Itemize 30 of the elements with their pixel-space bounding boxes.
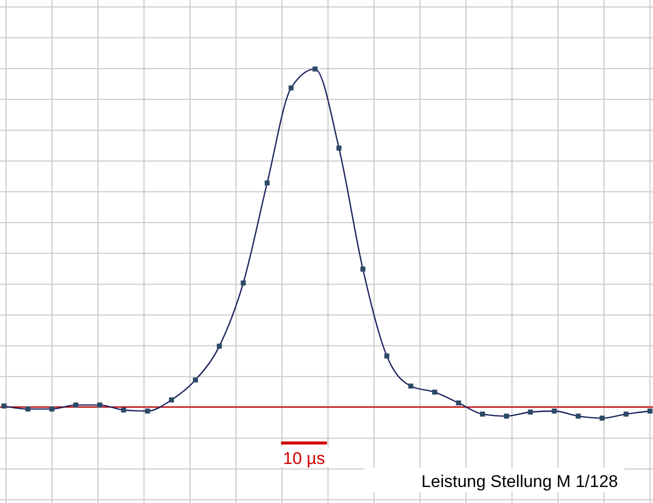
point: [432, 390, 438, 395]
point: [336, 146, 342, 151]
point: [480, 412, 486, 417]
text: 10 µs: [283, 449, 325, 468]
point: [288, 85, 294, 90]
point: [145, 408, 150, 414]
point: [168, 397, 174, 402]
point: [264, 180, 270, 186]
point: [600, 416, 605, 421]
point: [456, 400, 462, 406]
point: [384, 353, 390, 358]
point: [216, 344, 222, 349]
point: [25, 406, 30, 412]
point: [192, 377, 198, 382]
point: [97, 402, 102, 408]
point: [624, 412, 629, 417]
point: [408, 384, 414, 389]
point: [552, 408, 557, 414]
point: [528, 410, 533, 415]
point: [121, 408, 126, 413]
point: [240, 280, 246, 286]
point: [576, 414, 581, 419]
point: [504, 414, 509, 419]
text: Leistung Stellung M 1/128: [421, 472, 618, 491]
point: [49, 406, 54, 412]
point: [360, 266, 366, 272]
point: [312, 66, 318, 72]
point: [2, 403, 6, 408]
point: [73, 402, 78, 408]
point: [648, 408, 652, 414]
